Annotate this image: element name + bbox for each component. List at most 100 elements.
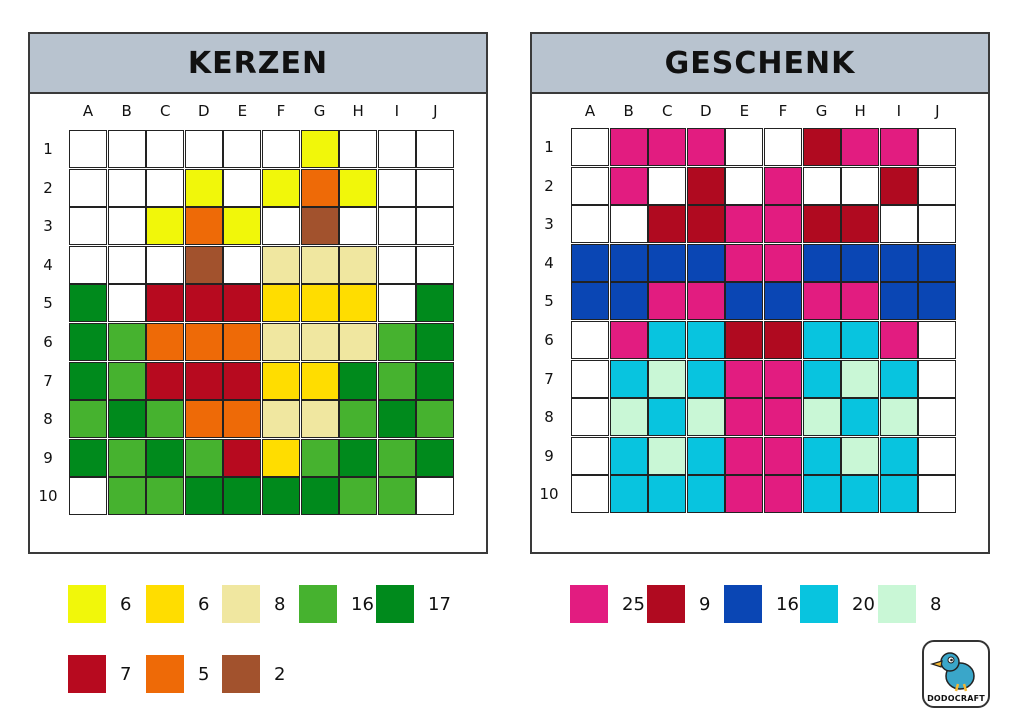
kerzen-cell[interactable] (416, 168, 455, 207)
geschenk-cell[interactable] (686, 205, 725, 244)
kerzen-cell[interactable] (107, 438, 146, 477)
kerzen-cell[interactable] (339, 168, 378, 207)
kerzen-cell[interactable] (107, 130, 146, 168)
kerzen-cell[interactable] (262, 284, 300, 323)
geschenk-cell[interactable] (879, 321, 918, 359)
geschenk-cell[interactable] (764, 475, 802, 514)
kerzen-cell[interactable] (184, 130, 223, 168)
geschenk-cell[interactable] (571, 398, 609, 437)
geschenk-cell[interactable] (918, 398, 957, 437)
geschenk-cell[interactable] (609, 359, 648, 398)
geschenk-cell[interactable] (725, 205, 764, 244)
geschenk-cell[interactable] (841, 128, 880, 166)
geschenk-cell[interactable] (686, 166, 725, 205)
kerzen-cell[interactable] (300, 168, 339, 207)
geschenk-cell[interactable] (571, 205, 609, 244)
kerzen-cell[interactable] (223, 323, 262, 361)
geschenk-cell[interactable] (686, 128, 725, 166)
geschenk-cell[interactable] (686, 398, 725, 437)
kerzen-cell[interactable] (184, 284, 223, 323)
geschenk-cell[interactable] (918, 128, 957, 166)
kerzen-cell[interactable] (300, 438, 339, 477)
kerzen-cell[interactable] (184, 477, 223, 516)
kerzen-cell[interactable] (377, 400, 416, 439)
geschenk-cell[interactable] (571, 166, 609, 205)
kerzen-cell[interactable] (107, 361, 146, 400)
kerzen-cell[interactable] (146, 438, 185, 477)
kerzen-cell[interactable] (69, 438, 107, 477)
kerzen-cell[interactable] (262, 323, 300, 361)
kerzen-cell[interactable] (416, 245, 455, 284)
geschenk-cell[interactable] (918, 359, 957, 398)
geschenk-cell[interactable] (918, 243, 957, 282)
kerzen-cell[interactable] (416, 284, 455, 323)
geschenk-cell[interactable] (879, 475, 918, 514)
geschenk-cell[interactable] (802, 359, 841, 398)
kerzen-cell[interactable] (69, 130, 107, 168)
kerzen-cell[interactable] (223, 438, 262, 477)
kerzen-cell[interactable] (262, 245, 300, 284)
geschenk-cell[interactable] (841, 436, 880, 475)
geschenk-cell[interactable] (879, 398, 918, 437)
geschenk-cell[interactable] (841, 475, 880, 514)
geschenk-cell[interactable] (764, 243, 802, 282)
kerzen-cell[interactable] (107, 168, 146, 207)
kerzen-cell[interactable] (146, 361, 185, 400)
kerzen-cell[interactable] (262, 477, 300, 516)
kerzen-cell[interactable] (223, 284, 262, 323)
kerzen-cell[interactable] (300, 207, 339, 246)
kerzen-cell[interactable] (223, 245, 262, 284)
kerzen-cell[interactable] (416, 477, 455, 516)
kerzen-cell[interactable] (377, 284, 416, 323)
geschenk-cell[interactable] (571, 282, 609, 321)
geschenk-cell[interactable] (764, 436, 802, 475)
geschenk-cell[interactable] (725, 475, 764, 514)
kerzen-cell[interactable] (300, 323, 339, 361)
kerzen-cell[interactable] (377, 168, 416, 207)
geschenk-cell[interactable] (918, 205, 957, 244)
geschenk-cell[interactable] (686, 475, 725, 514)
kerzen-cell[interactable] (69, 168, 107, 207)
geschenk-cell[interactable] (841, 282, 880, 321)
geschenk-cell[interactable] (648, 436, 687, 475)
kerzen-cell[interactable] (146, 207, 185, 246)
geschenk-cell[interactable] (802, 321, 841, 359)
geschenk-cell[interactable] (609, 398, 648, 437)
kerzen-cell[interactable] (184, 168, 223, 207)
geschenk-cell[interactable] (686, 243, 725, 282)
kerzen-cell[interactable] (339, 361, 378, 400)
geschenk-cell[interactable] (918, 436, 957, 475)
kerzen-cell[interactable] (339, 323, 378, 361)
kerzen-cell[interactable] (377, 207, 416, 246)
geschenk-cell[interactable] (841, 321, 880, 359)
kerzen-cell[interactable] (107, 245, 146, 284)
geschenk-cell[interactable] (571, 436, 609, 475)
kerzen-cell[interactable] (223, 168, 262, 207)
kerzen-cell[interactable] (69, 477, 107, 516)
kerzen-cell[interactable] (339, 438, 378, 477)
kerzen-cell[interactable] (69, 207, 107, 246)
kerzen-cell[interactable] (300, 477, 339, 516)
kerzen-cell[interactable] (262, 168, 300, 207)
geschenk-cell[interactable] (686, 321, 725, 359)
geschenk-cell[interactable] (879, 359, 918, 398)
geschenk-cell[interactable] (841, 243, 880, 282)
geschenk-cell[interactable] (571, 243, 609, 282)
geschenk-cell[interactable] (764, 321, 802, 359)
geschenk-cell[interactable] (725, 282, 764, 321)
kerzen-cell[interactable] (377, 361, 416, 400)
geschenk-cell[interactable] (764, 282, 802, 321)
kerzen-cell[interactable] (262, 400, 300, 439)
kerzen-cell[interactable] (262, 130, 300, 168)
geschenk-cell[interactable] (686, 359, 725, 398)
kerzen-cell[interactable] (146, 130, 185, 168)
geschenk-cell[interactable] (725, 359, 764, 398)
kerzen-cell[interactable] (262, 438, 300, 477)
geschenk-cell[interactable] (802, 166, 841, 205)
kerzen-cell[interactable] (416, 400, 455, 439)
geschenk-cell[interactable] (571, 475, 609, 514)
kerzen-cell[interactable] (377, 438, 416, 477)
geschenk-cell[interactable] (918, 321, 957, 359)
geschenk-cell[interactable] (764, 205, 802, 244)
geschenk-cell[interactable] (686, 436, 725, 475)
